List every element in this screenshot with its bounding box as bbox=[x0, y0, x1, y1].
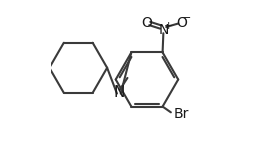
Text: N: N bbox=[158, 23, 168, 37]
Text: N: N bbox=[113, 85, 125, 100]
Text: O: O bbox=[142, 16, 152, 30]
Text: −: − bbox=[182, 13, 191, 23]
Text: O: O bbox=[176, 16, 187, 30]
Text: +: + bbox=[163, 21, 173, 31]
Text: Br: Br bbox=[174, 107, 189, 121]
